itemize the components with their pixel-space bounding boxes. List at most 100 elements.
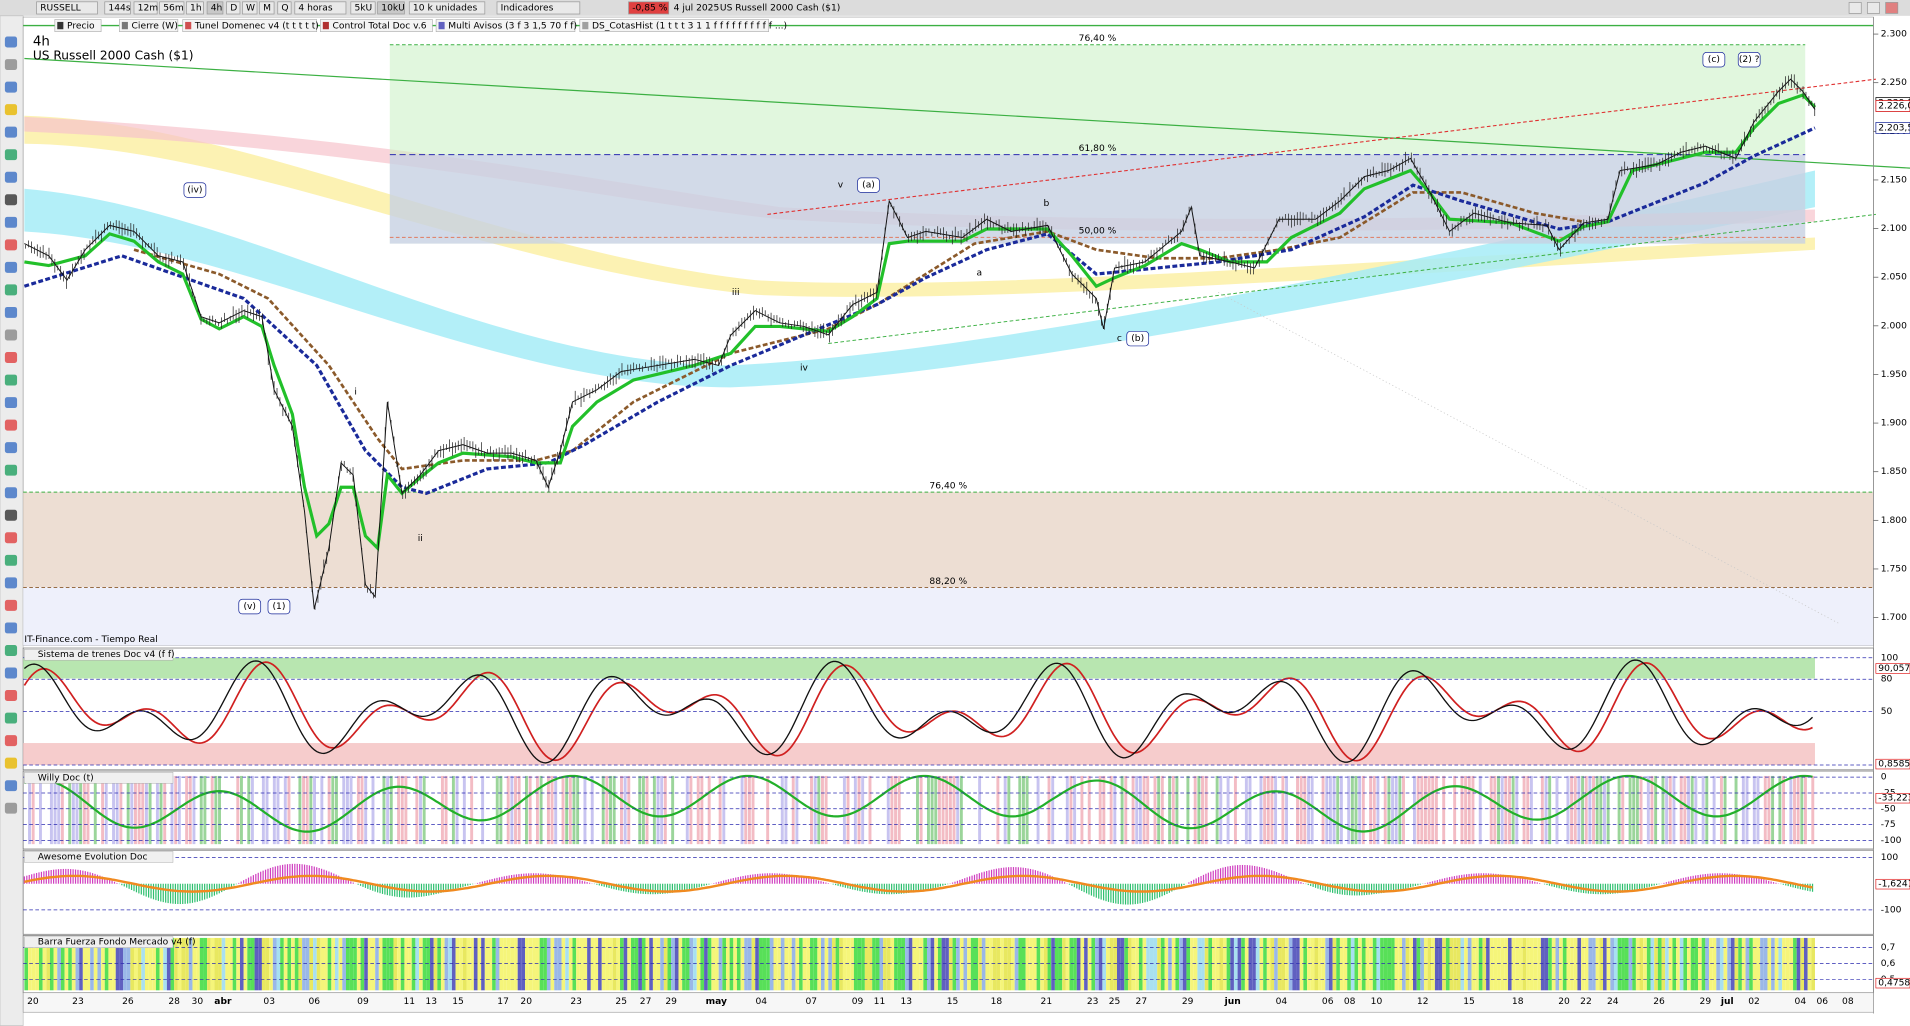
toolbar-button[interactable]	[377, 1, 405, 15]
toolbar-button[interactable]	[206, 1, 224, 15]
signal-bar	[1065, 775, 1069, 845]
signal-bar	[170, 775, 174, 845]
tool-icon[interactable]	[4, 735, 18, 747]
tool-icon[interactable]	[4, 554, 18, 566]
force-bar	[620, 937, 624, 991]
side-icons	[4, 36, 18, 814]
tool-icon[interactable]	[4, 352, 18, 363]
force-bar	[430, 937, 434, 991]
toolbar-label[interactable]: M	[263, 3, 271, 13]
force-bar	[1730, 937, 1735, 991]
legend-item-bg[interactable]	[182, 19, 318, 32]
tool-icon[interactable]	[4, 509, 18, 521]
tool-icon[interactable]	[4, 149, 18, 161]
toolbar-label[interactable]: 10kU	[381, 3, 405, 13]
tool-icon[interactable]	[4, 216, 18, 228]
wave-label: iii	[732, 288, 740, 298]
legend-item-bg[interactable]	[579, 19, 769, 32]
tool-icon[interactable]	[4, 306, 18, 318]
toolbar-label[interactable]: RUSSELL	[40, 3, 81, 13]
legend-item-bg[interactable]	[320, 19, 433, 32]
tool-icon[interactable]	[4, 374, 18, 386]
toolbar-label[interactable]: Indicadores	[501, 3, 554, 13]
tool-icon[interactable]	[4, 690, 18, 702]
minimize-button[interactable]	[1848, 2, 1862, 14]
force-bar	[422, 937, 427, 991]
toolbar-label[interactable]: 4 horas	[298, 3, 332, 13]
toolbar-label[interactable]: 144s	[108, 3, 130, 13]
toolbar-button[interactable]	[186, 1, 204, 15]
force-bar	[1409, 937, 1414, 991]
tool-icon[interactable]	[4, 284, 18, 296]
legend-item-bg[interactable]	[435, 19, 576, 32]
force-bar	[762, 937, 767, 991]
tool-icon[interactable]	[4, 599, 18, 611]
toolbar-button[interactable]	[226, 1, 241, 15]
tool-icon[interactable]	[4, 487, 18, 499]
tool-icon[interactable]	[4, 36, 18, 48]
force-bar	[1255, 937, 1260, 991]
toolbar-button[interactable]	[294, 1, 347, 15]
toolbar-button[interactable]	[628, 1, 670, 15]
legend-item[interactable]: Multi Avisos (3 f 3 1,5 70 f f)	[448, 22, 577, 32]
force-bar	[1661, 937, 1666, 991]
toolbar-label[interactable]: W	[246, 3, 255, 13]
toolbar-button[interactable]	[408, 1, 486, 15]
tool-icon[interactable]	[4, 59, 18, 71]
tool-icon[interactable]	[4, 622, 18, 634]
tool-icon[interactable]	[4, 194, 18, 206]
tool-icon[interactable]	[4, 802, 18, 814]
legend-item[interactable]: Precio	[67, 22, 95, 32]
tool-icon[interactable]	[4, 644, 18, 656]
tool-icon[interactable]	[4, 464, 18, 476]
tool-icon[interactable]	[4, 667, 18, 679]
toolbar-label[interactable]: 12m	[138, 3, 159, 13]
toolbar-label[interactable]: D	[230, 3, 237, 13]
toolbar-button[interactable]	[277, 1, 292, 15]
tool-icon[interactable]	[4, 171, 18, 183]
toolbar-label[interactable]: 1h	[190, 3, 202, 13]
toolbar-button[interactable]	[159, 1, 185, 15]
signal-bar	[1332, 775, 1336, 845]
toolbar-button[interactable]	[104, 1, 131, 15]
toolbar-button[interactable]	[242, 1, 258, 15]
toolbar-button[interactable]	[36, 1, 98, 15]
toolbar-label[interactable]: 10 k unidades	[413, 3, 478, 13]
toolbar-button[interactable]	[496, 1, 581, 15]
toolbar-label[interactable]: Q	[281, 3, 288, 13]
tool-icon[interactable]	[4, 577, 18, 589]
tool-icon[interactable]	[4, 261, 18, 273]
tool-icon[interactable]	[4, 712, 18, 724]
tool-icon[interactable]	[4, 397, 18, 409]
tool-icon[interactable]	[4, 780, 18, 792]
toolbar-label[interactable]: 4h	[211, 3, 223, 13]
tool-icon[interactable]	[4, 532, 18, 544]
legend-item[interactable]: DS_CotasHist (1 t t t 3 1 1 f f f f f f …	[592, 22, 787, 32]
maximize-button[interactable]	[1866, 2, 1880, 14]
tool-icon[interactable]	[4, 419, 18, 431]
close-button[interactable]	[1885, 2, 1899, 14]
toolbar-button[interactable]	[259, 1, 275, 15]
timeframe-label: 4h	[33, 34, 50, 49]
signal-bar	[791, 775, 795, 845]
toolbar-button[interactable]	[350, 1, 376, 15]
toolbar-button[interactable]	[133, 1, 158, 15]
signal-bar	[1325, 775, 1329, 845]
legend-item-bg[interactable]	[119, 19, 179, 32]
tool-icon[interactable]	[4, 239, 18, 251]
tool-icon[interactable]	[4, 442, 18, 454]
force-bar	[1007, 937, 1012, 991]
legend-item[interactable]: Tunel Domenec v4 (t t t t t)	[194, 22, 319, 32]
tool-icon[interactable]	[4, 81, 18, 93]
toolbar-label[interactable]: 56m	[163, 3, 184, 13]
tool-icon[interactable]	[4, 329, 18, 341]
toolbar-label[interactable]: -0,85 %	[632, 3, 668, 13]
tool-icon[interactable]	[4, 126, 18, 138]
tool-icon[interactable]	[4, 104, 18, 116]
legend-item[interactable]: Cierre (W)	[132, 22, 178, 32]
toolbar-label[interactable]: 5kU	[354, 3, 372, 13]
force-bar	[269, 937, 273, 991]
legend-item[interactable]: Control Total Doc v.6	[333, 22, 427, 32]
tool-icon[interactable]	[4, 757, 18, 769]
legend-item-bg[interactable]	[54, 19, 102, 32]
